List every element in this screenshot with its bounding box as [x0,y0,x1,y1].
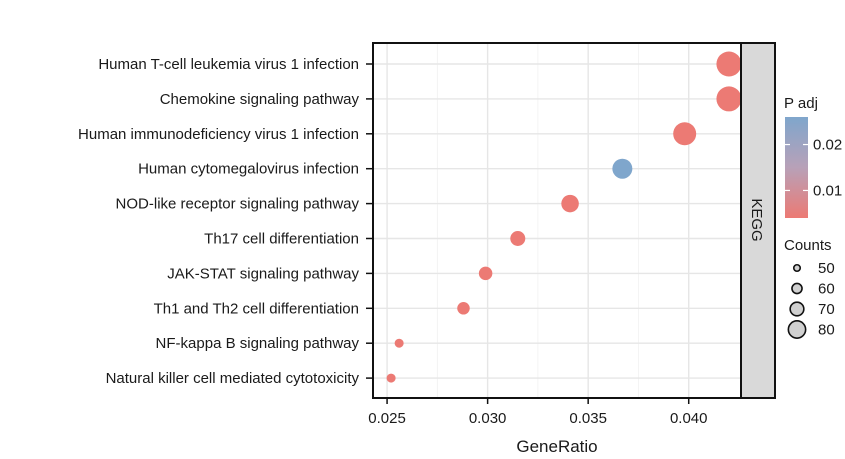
color-legend-ticks: 0.02 0.01 [785,137,842,199]
color-legend-tick-label: 0.02 [813,137,842,154]
size-legend-key [789,301,805,317]
data-point [394,338,404,348]
facet-strip: KEGG [740,42,776,399]
grid-layer [373,43,741,398]
data-point [478,266,493,281]
data-point [673,122,697,146]
y-tick-label: Human immunodeficiency virus 1 infection [78,126,359,143]
size-legend-key [792,263,802,273]
color-legend-bar [785,117,808,218]
x-tick-label: 0.035 [569,410,607,427]
x-axis: 0.025 0.030 0.035 0.040 [368,398,707,427]
data-point [457,302,470,315]
data-point [561,194,579,213]
y-axis: Human T-cell leukemia virus 1 infection C… [78,56,373,387]
y-tick-label: Natural killer cell mediated cytotoxicit… [106,370,360,387]
y-tick-label: NOD-like receptor signaling pathway [116,196,360,213]
y-tick-label: Chemokine signaling pathway [160,91,360,108]
size-legend-label: 80 [818,322,835,339]
y-tick-label: Th1 and Th2 cell differentiation [154,300,359,317]
color-legend: P adj 0.02 0.01 [784,95,842,218]
size-legend-title: Counts [784,237,832,254]
y-tick-label: Human cytomegalovirus infection [138,161,359,178]
size-legend-label: 50 [818,260,835,277]
data-point [510,231,526,246]
x-axis-title: GeneRatio [516,437,597,454]
y-tick-label: Th17 cell differentiation [204,231,359,248]
size-legend-label: 70 [818,301,835,318]
size-legend-key [791,282,803,295]
size-legend: Counts 50 60 70 80 [784,237,835,339]
data-point [612,158,633,179]
data-point [386,373,396,383]
y-tick-label: JAK-STAT signaling pathway [167,265,359,282]
facet-strip-label: KEGG [748,198,765,241]
point-layer [386,51,742,383]
color-legend-tick-label: 0.01 [813,182,842,199]
x-tick-label: 0.025 [368,410,406,427]
size-legend-label: 60 [818,281,835,298]
plot-panel [372,42,742,399]
y-tick-label: Human T-cell leukemia virus 1 infection [98,56,359,73]
data-point [716,86,742,112]
data-point [716,51,742,77]
x-tick-label: 0.040 [670,410,708,427]
size-legend-key [787,320,807,339]
y-tick-label: NF-kappa B signaling pathway [156,335,360,352]
color-legend-title: P adj [784,95,818,112]
x-tick-label: 0.030 [469,410,507,427]
